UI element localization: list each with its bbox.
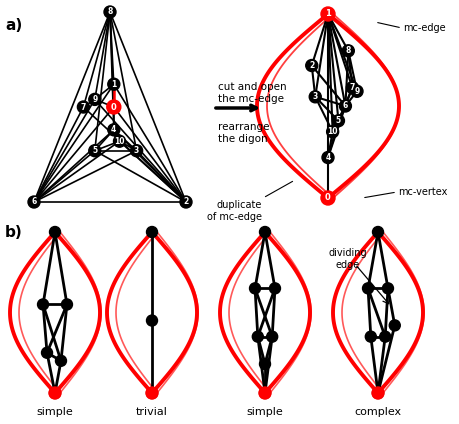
Text: 6: 6 <box>31 198 37 206</box>
Circle shape <box>89 93 101 106</box>
Text: 10: 10 <box>327 127 337 136</box>
Circle shape <box>379 331 390 342</box>
Text: 0: 0 <box>111 103 117 112</box>
Circle shape <box>308 91 320 103</box>
Text: 4: 4 <box>111 126 116 134</box>
Text: 5: 5 <box>335 116 340 125</box>
Circle shape <box>252 331 263 342</box>
Circle shape <box>381 283 392 294</box>
Circle shape <box>77 101 89 113</box>
Text: cut and open
the mc-edge: cut and open the mc-edge <box>218 82 286 103</box>
Circle shape <box>146 387 157 399</box>
Text: 5: 5 <box>92 146 97 155</box>
Circle shape <box>305 59 317 72</box>
Circle shape <box>38 299 49 310</box>
Circle shape <box>339 100 351 112</box>
Circle shape <box>50 388 61 399</box>
Circle shape <box>249 283 260 294</box>
Circle shape <box>62 299 73 310</box>
Circle shape <box>320 191 334 205</box>
Text: b): b) <box>5 225 22 240</box>
Text: complex: complex <box>354 407 401 417</box>
Text: a): a) <box>5 18 22 33</box>
Circle shape <box>106 100 121 114</box>
Text: dividing
edge: dividing edge <box>328 248 367 270</box>
Text: 1: 1 <box>111 80 116 89</box>
Circle shape <box>56 355 67 366</box>
Text: rearrange
the digon: rearrange the digon <box>218 122 269 144</box>
Circle shape <box>341 45 353 57</box>
Text: 10: 10 <box>114 137 124 146</box>
Circle shape <box>372 388 383 399</box>
Circle shape <box>130 145 142 157</box>
Circle shape <box>259 226 270 237</box>
Text: trivial: trivial <box>136 407 168 417</box>
Text: simple: simple <box>37 407 73 417</box>
Circle shape <box>146 388 157 399</box>
Text: 0: 0 <box>325 193 330 203</box>
Circle shape <box>364 331 375 342</box>
Circle shape <box>321 151 333 164</box>
Circle shape <box>320 7 334 21</box>
Circle shape <box>113 135 125 147</box>
Circle shape <box>89 145 101 157</box>
Circle shape <box>258 387 270 399</box>
Circle shape <box>28 196 40 208</box>
Circle shape <box>104 6 116 18</box>
Circle shape <box>146 226 157 237</box>
Circle shape <box>179 196 191 208</box>
Text: 6: 6 <box>342 101 347 111</box>
Circle shape <box>372 226 383 237</box>
Circle shape <box>50 226 61 237</box>
Circle shape <box>350 85 362 97</box>
Circle shape <box>332 115 344 127</box>
Text: mc-vertex: mc-vertex <box>397 187 447 197</box>
Text: 8: 8 <box>107 8 112 17</box>
Circle shape <box>269 283 280 294</box>
Text: 8: 8 <box>345 46 350 55</box>
Text: 1: 1 <box>325 9 330 19</box>
Circle shape <box>107 124 119 136</box>
Circle shape <box>107 78 119 90</box>
Circle shape <box>259 359 270 370</box>
Circle shape <box>326 126 338 138</box>
Text: 9: 9 <box>353 87 359 96</box>
Text: 9: 9 <box>92 95 97 104</box>
Text: 4: 4 <box>325 153 330 162</box>
Circle shape <box>362 283 373 294</box>
Text: 2: 2 <box>308 61 313 70</box>
Circle shape <box>266 331 277 342</box>
Circle shape <box>388 320 399 331</box>
Circle shape <box>49 387 61 399</box>
Text: 7: 7 <box>80 103 86 112</box>
Circle shape <box>346 81 358 94</box>
Text: 7: 7 <box>349 83 354 92</box>
Text: mc-edge: mc-edge <box>402 23 445 33</box>
Circle shape <box>41 347 52 358</box>
Text: 3: 3 <box>134 146 139 155</box>
Text: 3: 3 <box>312 92 317 101</box>
Text: simple: simple <box>246 407 283 417</box>
Circle shape <box>146 315 157 326</box>
Circle shape <box>259 388 270 399</box>
Text: 2: 2 <box>183 198 188 206</box>
Text: duplicate
of mc-edge: duplicate of mc-edge <box>207 200 262 222</box>
Circle shape <box>371 387 383 399</box>
